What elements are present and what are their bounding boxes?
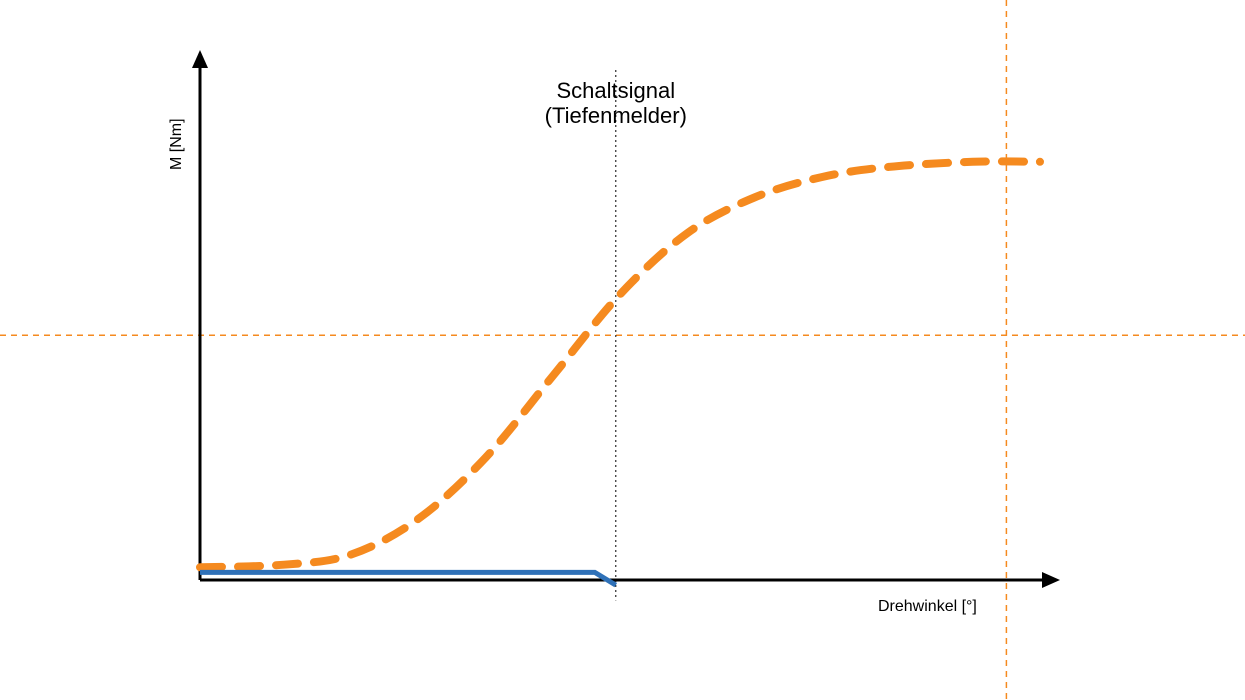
annotation-schaltsignal: Schaltsignal (Tiefenmelder): [506, 78, 726, 129]
axis-arrow: [1042, 572, 1060, 588]
annotation-line1: Schaltsignal: [556, 78, 675, 103]
chart-container: M [Nm] Drehwinkel [°] Schaltsignal (Tief…: [0, 0, 1245, 700]
axis-arrow: [192, 50, 208, 68]
x-axis-label: Drehwinkel [°]: [878, 598, 977, 616]
y-axis-label: M [Nm]: [168, 118, 186, 170]
annotation-line2: (Tiefenmelder): [545, 103, 687, 128]
series-torque_curve: [200, 161, 1040, 567]
